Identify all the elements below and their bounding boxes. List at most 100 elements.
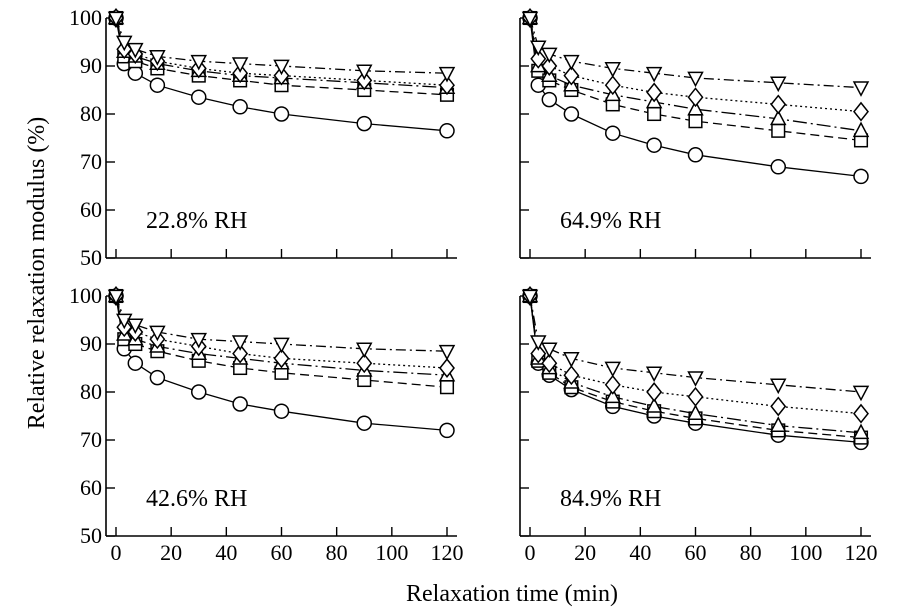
data-point-circle: [273, 106, 290, 122]
data-point-diamond: [439, 358, 455, 378]
data-point-triangle-down: [541, 342, 558, 359]
data-point-diamond: [604, 374, 621, 395]
data-point-diamond: [770, 396, 787, 417]
y-tick-label: 50: [80, 523, 102, 548]
panel-3: 50 60 70 80 90 100 0 20 40 60 80 100 120 42.6% RH: [69, 283, 464, 565]
data-point-triangle-down: [127, 42, 144, 59]
data-point-triangle-down: [438, 66, 456, 83]
data-point-circle: [770, 159, 786, 175]
data-point-circle: [149, 77, 166, 93]
series-triangle-down: [107, 289, 456, 361]
data-point-diamond: [356, 353, 373, 374]
data-point-diamond: [563, 65, 580, 86]
data-point-triangle-up: [687, 404, 704, 420]
x-tick-label: 0: [111, 540, 122, 565]
data-point-triangle-down: [356, 64, 373, 81]
data-point-square: [439, 380, 455, 395]
x-tick-label: 0: [525, 540, 536, 565]
x-tick-label: 100: [789, 540, 822, 565]
data-point-triangle-down: [107, 289, 125, 306]
data-point-circle: [232, 99, 248, 115]
data-point-triangle-down: [127, 318, 144, 335]
data-point-triangle-up: [852, 121, 870, 138]
y-axis-title: Relative relaxation modulus (%): [24, 117, 50, 430]
data-point-triangle-down: [149, 325, 166, 342]
y-tick-label: 80: [80, 101, 102, 126]
data-point-triangle-down: [645, 66, 663, 83]
series-diamond: [108, 286, 455, 378]
data-point-circle: [191, 89, 207, 105]
data-point-triangle-down: [107, 11, 125, 28]
data-point-triangle-down: [604, 62, 621, 78]
data-point-triangle-down: [770, 76, 787, 93]
data-point-diamond: [530, 343, 547, 364]
data-point-circle: [356, 115, 372, 132]
x-tick-label: 20: [160, 540, 182, 565]
x-axis-title: Relaxation time (min): [406, 581, 618, 607]
data-point-square: [688, 114, 703, 129]
data-point-triangle-up: [645, 397, 663, 413]
data-point-diamond: [604, 75, 621, 96]
x-tick-label: 60: [271, 540, 293, 565]
data-point-circle: [646, 137, 662, 153]
data-point-triangle-down: [852, 81, 870, 97]
data-point-diamond: [273, 348, 290, 369]
data-point-circle: [149, 369, 166, 386]
x-tick-label: 20: [574, 540, 596, 565]
data-point-circle: [127, 65, 144, 81]
series-triangle-down: [521, 11, 870, 97]
data-point-diamond: [853, 403, 869, 424]
data-point-diamond: [563, 365, 580, 386]
data-point-triangle-down: [190, 54, 207, 71]
x-tick-label: 80: [326, 540, 348, 565]
data-point-square: [647, 106, 662, 122]
data-point-triangle-up: [852, 423, 870, 440]
data-point-triangle-down: [273, 59, 290, 76]
y-tick-label: 70: [80, 149, 102, 174]
data-point-diamond: [530, 48, 547, 69]
data-point-triangle-down: [645, 366, 663, 383]
data-point-triangle-down: [687, 371, 704, 387]
data-point-triangle-down: [231, 57, 249, 73]
data-point-triangle-down: [852, 385, 870, 402]
y-tick-label: 60: [80, 197, 102, 222]
data-point-triangle-down: [541, 47, 558, 64]
data-point-diamond: [541, 353, 558, 374]
data-point-circle: [439, 422, 455, 439]
data-point-triangle-down: [770, 378, 787, 395]
series-diamond: [522, 8, 869, 122]
panel-label: 22.8% RH: [146, 208, 247, 234]
series-square: [522, 288, 869, 445]
panel-label: 84.9% RH: [560, 486, 661, 512]
data-point-triangle-down: [563, 54, 580, 71]
data-point-diamond: [232, 63, 249, 84]
data-point-triangle-down: [687, 71, 704, 88]
data-point-triangle-up: [687, 99, 704, 116]
data-point-diamond: [541, 56, 558, 76]
data-point-circle: [563, 106, 580, 122]
data-point-triangle-down: [604, 361, 621, 378]
data-point-triangle-up: [604, 387, 621, 404]
data-point-triangle-down: [438, 344, 456, 361]
data-point-circle: [605, 125, 621, 141]
data-point-triangle-down: [521, 11, 539, 28]
data-point-triangle-up: [770, 109, 787, 126]
data-point-circle: [232, 396, 248, 412]
x-tick-label: 40: [629, 540, 651, 565]
data-point-triangle-down: [521, 289, 539, 306]
y-tick-label: 90: [80, 331, 102, 356]
series-triangle-down: [107, 11, 456, 83]
x-tick-label: 100: [375, 540, 408, 565]
data-point-circle: [853, 168, 869, 185]
x-tick-label: 80: [740, 540, 762, 565]
data-point-triangle-down: [231, 335, 249, 351]
data-point-triangle-down: [356, 342, 373, 359]
data-point-diamond: [646, 82, 663, 103]
x-tick-label: 60: [685, 540, 707, 565]
data-point-diamond: [439, 75, 455, 96]
data-point-diamond: [687, 87, 704, 108]
data-point-circle: [439, 123, 455, 139]
data-point-diamond: [356, 70, 373, 91]
x-tick-label: 40: [215, 540, 237, 565]
